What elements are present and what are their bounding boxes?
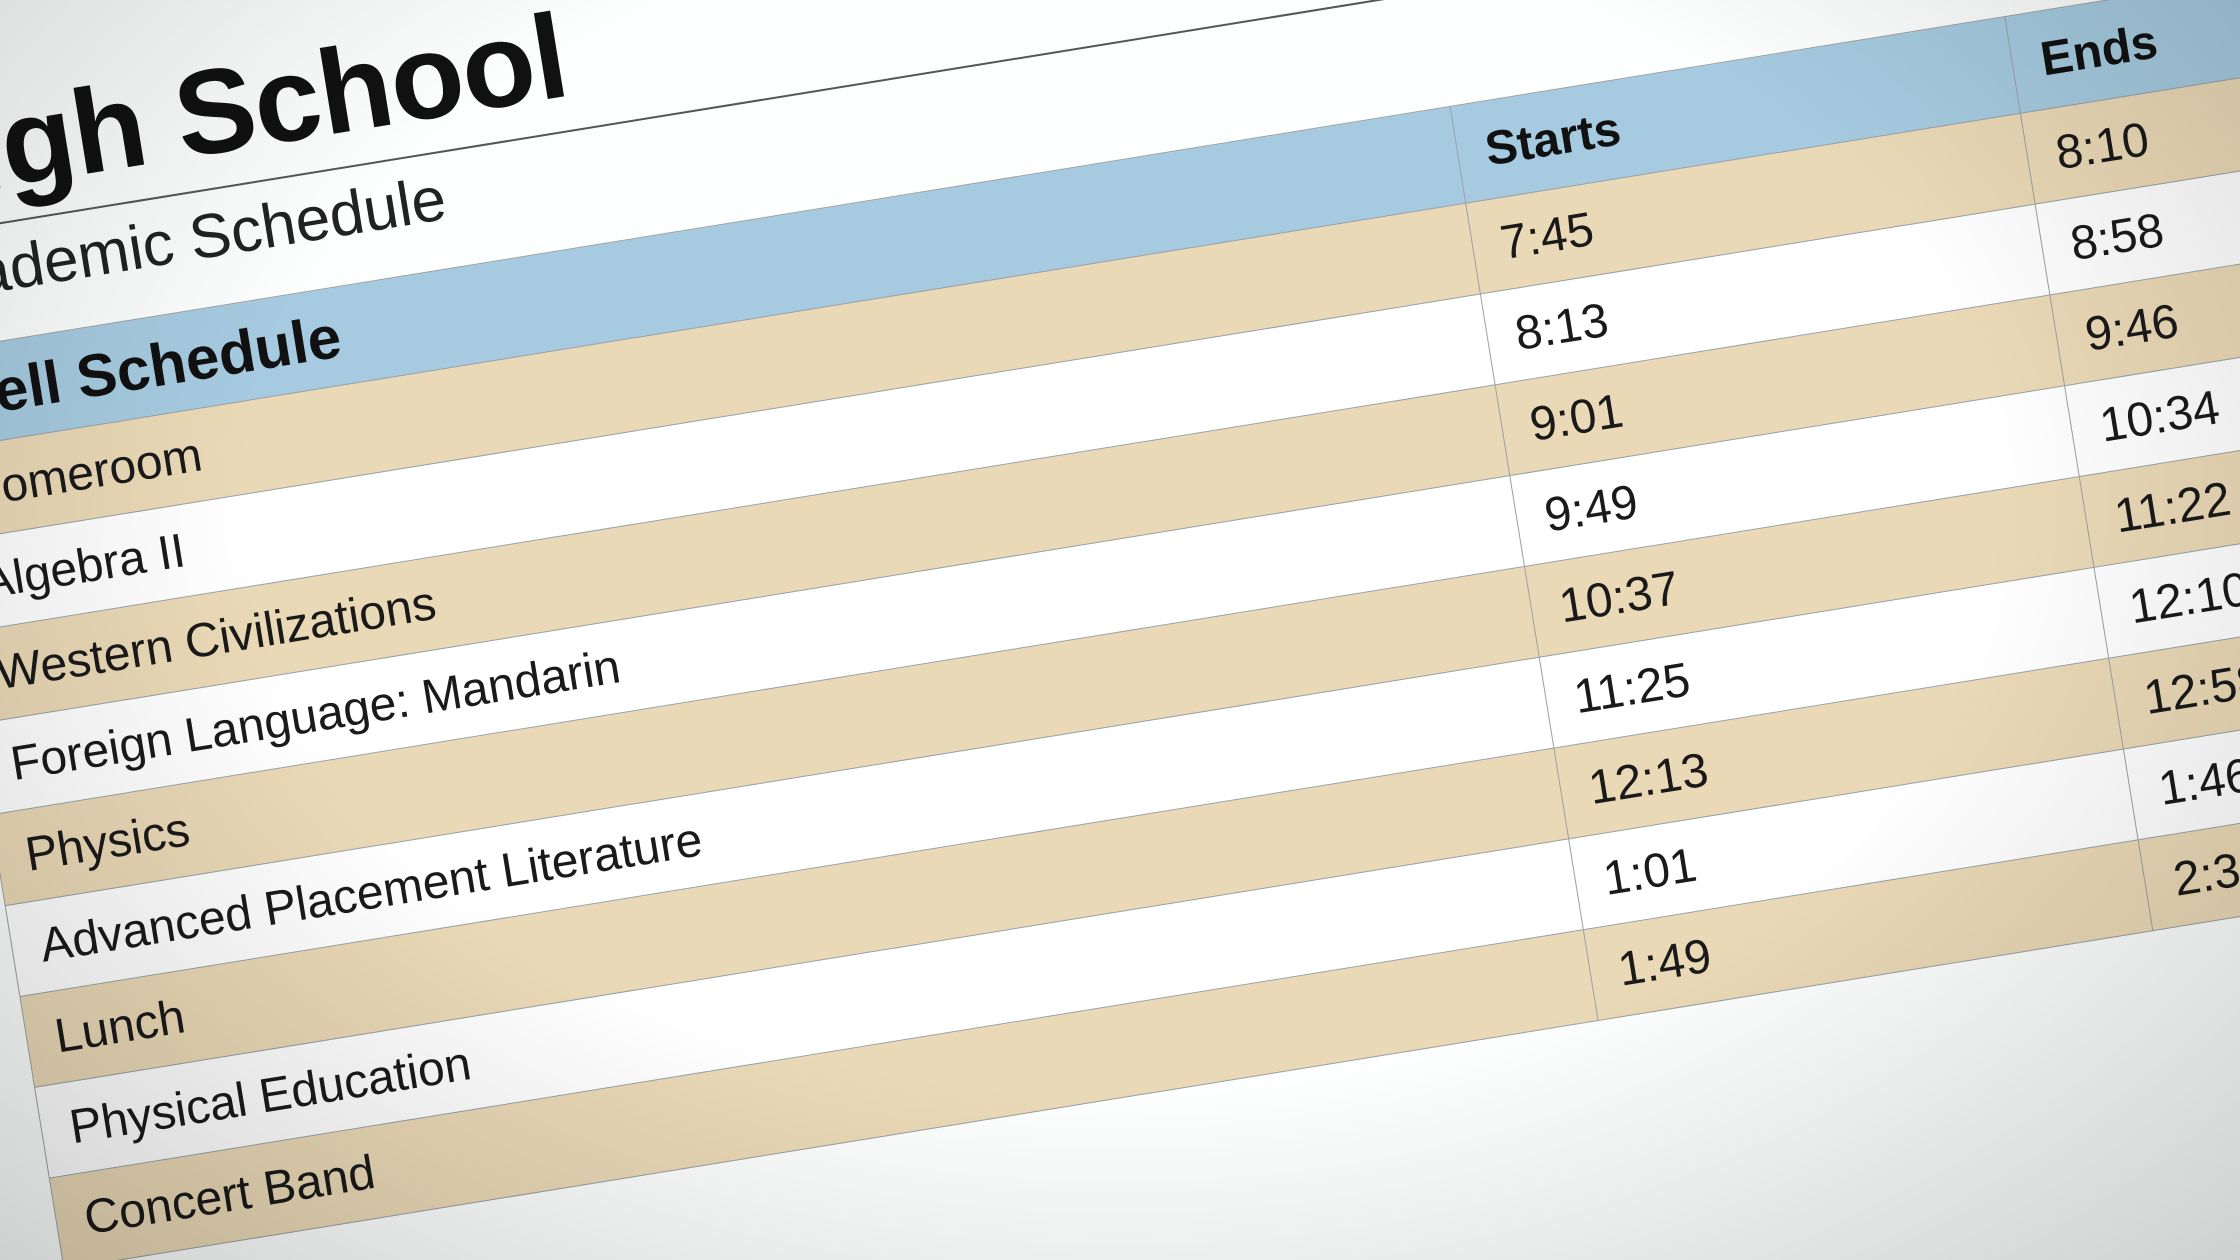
paper-sheet: High School Academic Schedule Bell Sched… (0, 0, 2240, 1260)
scene: High School Academic Schedule Bell Sched… (0, 0, 2240, 1260)
